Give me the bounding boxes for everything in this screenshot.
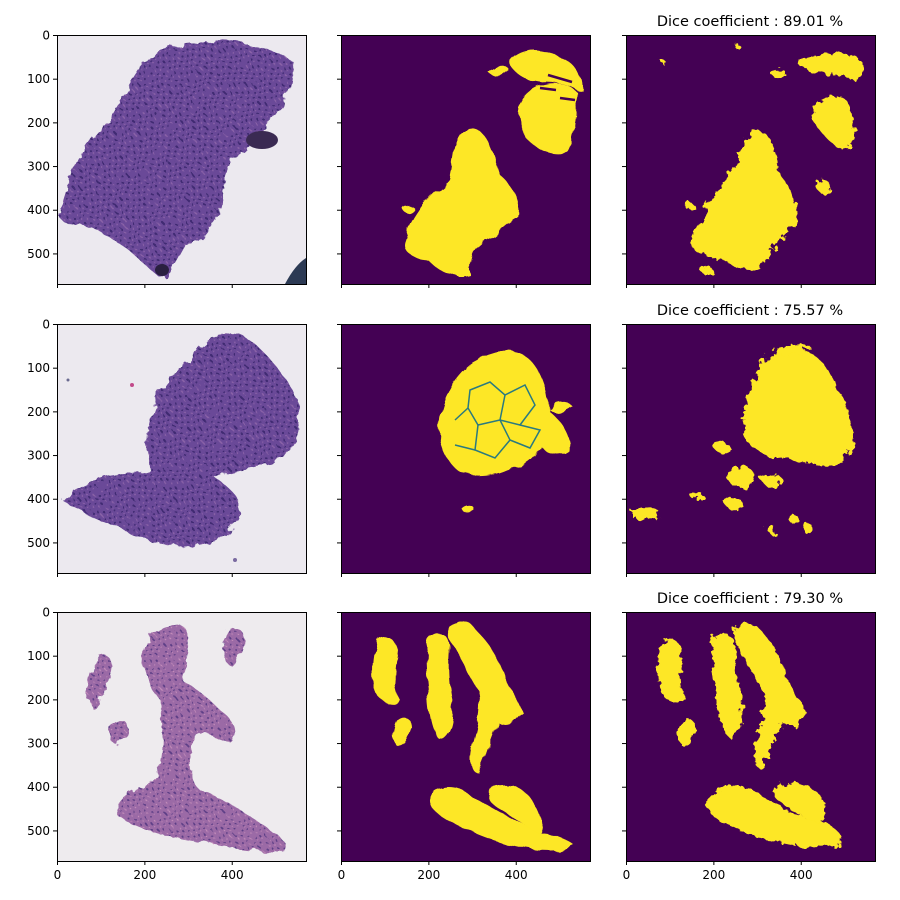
gt-mask-row-1 bbox=[341, 35, 590, 284]
pred-mask-row-2 bbox=[626, 324, 875, 573]
he-image-row-2 bbox=[57, 324, 306, 573]
y-tick-label: 300 bbox=[27, 160, 50, 174]
y-tick-label: 300 bbox=[27, 737, 50, 751]
y-tick-label: 200 bbox=[27, 116, 50, 130]
y-tick-label: 500 bbox=[27, 824, 50, 838]
y-tick-label: 300 bbox=[27, 449, 50, 463]
x-tick-label: 200 bbox=[702, 868, 725, 882]
x-tick-label: 0 bbox=[54, 868, 62, 882]
y-tick-label: 500 bbox=[27, 536, 50, 550]
he-image-row-1 bbox=[57, 35, 306, 284]
row-1 bbox=[57, 35, 875, 284]
dark-stain bbox=[246, 131, 278, 149]
x-tick-label: 200 bbox=[417, 868, 440, 882]
x-tick-label: 400 bbox=[221, 868, 244, 882]
dice-title-row-1: Dice coefficient : 89.01 % bbox=[657, 14, 843, 30]
pred-mask-row-3 bbox=[626, 612, 875, 861]
row-3 bbox=[57, 612, 875, 861]
y-tick-label: 100 bbox=[27, 361, 50, 375]
gt-mask-row-3 bbox=[341, 612, 590, 861]
y-tick-label: 200 bbox=[27, 693, 50, 707]
dice-title-row-2: Dice coefficient : 75.57 % bbox=[657, 303, 843, 319]
x-tick-label: 0 bbox=[623, 868, 631, 882]
pred-mask-row-1 bbox=[626, 35, 875, 284]
y-tick-label: 400 bbox=[27, 780, 50, 794]
x-tick-label: 0 bbox=[338, 868, 346, 882]
axis-ticks: 0 100 200 300 400 500 0 100 200 300 400 500 0 100 200 3… bbox=[27, 29, 813, 883]
dice-title-row-3: Dice coefficient : 79.30 % bbox=[657, 591, 843, 607]
y-tick-label: 400 bbox=[27, 203, 50, 217]
y-tick-label: 400 bbox=[27, 492, 50, 506]
row-2 bbox=[57, 324, 875, 573]
y-tick-label: 100 bbox=[27, 72, 50, 86]
x-tick-label: 400 bbox=[790, 868, 813, 882]
y-tick-label: 0 bbox=[42, 318, 50, 332]
axes-frames bbox=[57, 35, 876, 862]
y-tick-label: 0 bbox=[42, 29, 50, 43]
gt-mask-row-2 bbox=[341, 324, 590, 573]
x-tick-label: 400 bbox=[505, 868, 528, 882]
y-tick-label: 0 bbox=[42, 606, 50, 620]
y-tick-label: 100 bbox=[27, 649, 50, 663]
y-tick-label: 200 bbox=[27, 405, 50, 419]
x-tick-label: 200 bbox=[133, 868, 156, 882]
he-image-row-3 bbox=[57, 612, 306, 861]
y-tick-label: 500 bbox=[27, 247, 50, 261]
